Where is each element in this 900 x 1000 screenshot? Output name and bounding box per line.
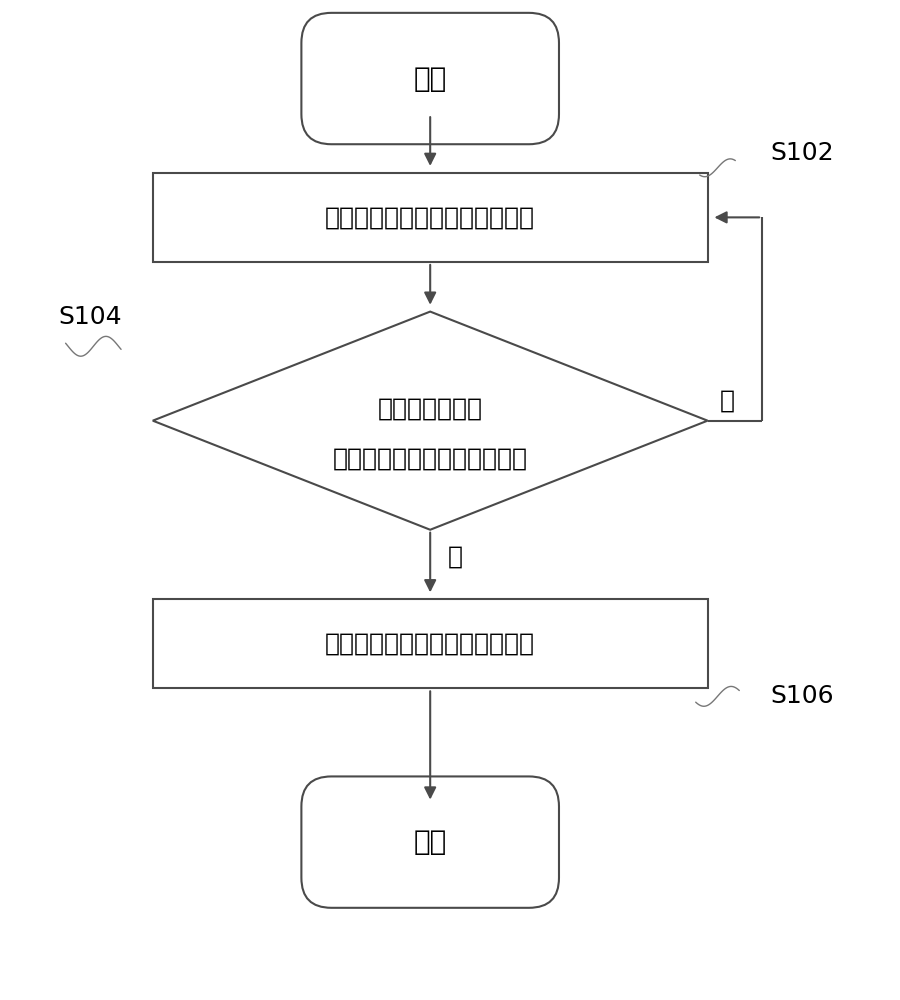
Polygon shape (153, 312, 707, 530)
FancyBboxPatch shape (302, 776, 559, 908)
Text: 的时间是否大于第一预设时间: 的时间是否大于第一预设时间 (333, 446, 527, 470)
Text: 判断压缩机运行: 判断压缩机运行 (378, 397, 482, 421)
Bar (153, 173, 707, 262)
FancyBboxPatch shape (302, 13, 559, 144)
Text: 开始: 开始 (414, 65, 446, 93)
Text: S102: S102 (770, 141, 833, 165)
Text: S104: S104 (58, 305, 122, 329)
Text: S106: S106 (770, 684, 833, 708)
Text: 否: 否 (719, 389, 734, 413)
Bar (153, 599, 707, 688)
Text: 控制空调器运行于消除挂水模式: 控制空调器运行于消除挂水模式 (325, 632, 536, 656)
Text: 检测空调器的压缩机运行的时间: 检测空调器的压缩机运行的时间 (325, 205, 536, 229)
Text: 结束: 结束 (414, 828, 446, 856)
Text: 是: 是 (448, 545, 463, 569)
